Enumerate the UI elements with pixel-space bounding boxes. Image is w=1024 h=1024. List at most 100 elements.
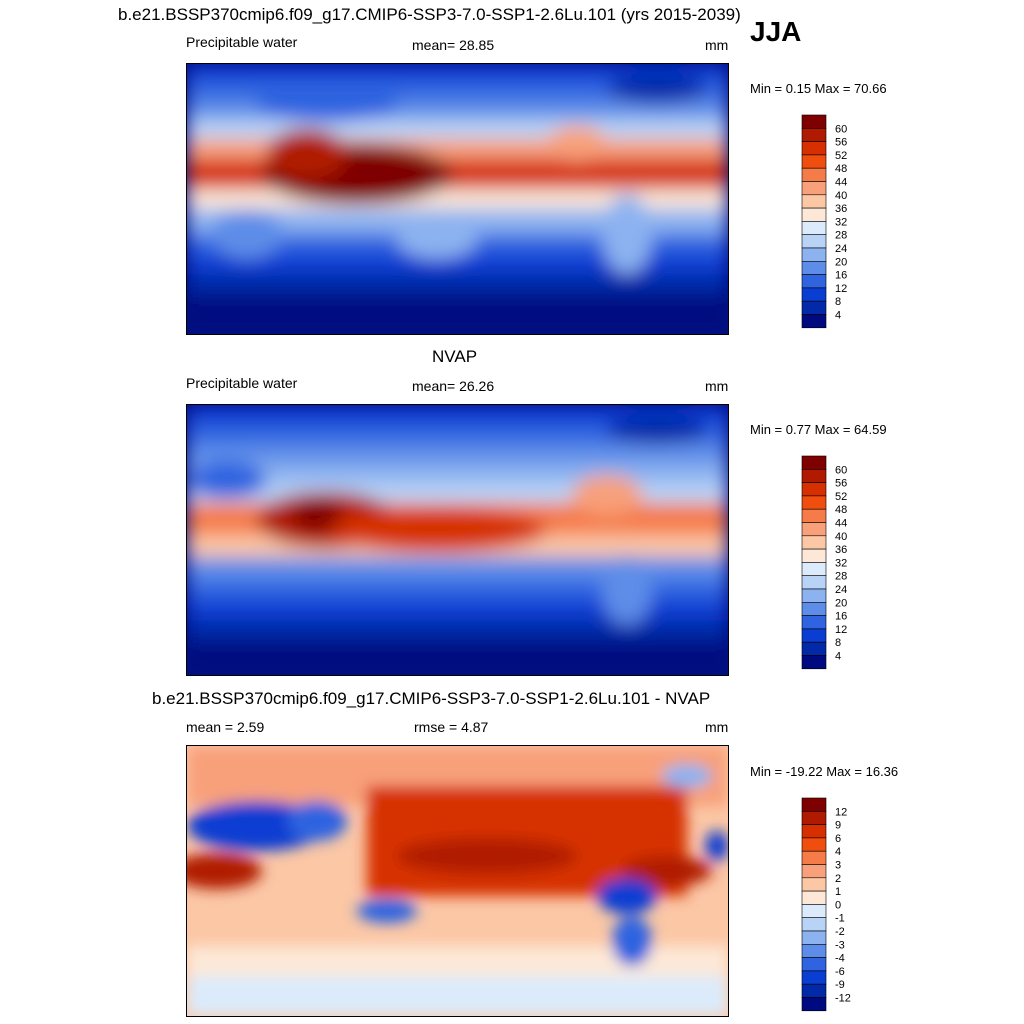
- colorbar-swatch: [801, 207, 827, 222]
- colorbar-tick-label: 16: [835, 611, 847, 623]
- colorbar-tick-label: 9: [835, 820, 841, 832]
- colorbar-tick-label: 4: [835, 651, 841, 663]
- colorbar-tick-label: 28: [835, 230, 847, 242]
- panel-mean-label: mean= 28.85: [412, 37, 495, 53]
- panel-minmax-label: Min = -19.22 Max = 16.36: [750, 764, 899, 779]
- panel-units-label: mm: [705, 719, 729, 735]
- panel-title: NVAP: [432, 347, 478, 366]
- precip-water-map-model: [186, 63, 729, 335]
- panel-units-label: mm: [705, 378, 729, 394]
- colorbar-swatch: [801, 508, 827, 523]
- colorbar-swatch: [801, 641, 827, 656]
- colorbar-tick-label: 8: [835, 637, 841, 649]
- colorbar-swatch: [801, 917, 827, 932]
- colorbar-swatch: [801, 797, 827, 812]
- colorbar-swatch: [801, 469, 827, 483]
- colorbar-tick-label: -9: [835, 979, 845, 991]
- colorbar-swatch: [801, 154, 827, 169]
- colorbar-swatch: [801, 904, 827, 919]
- colorbar-tick-label: 2: [835, 873, 841, 885]
- panel-title: b.e21.BSSP370cmip6.f09_g17.CMIP6-SSP3-7.…: [152, 689, 711, 708]
- colorbar-swatch: [801, 114, 827, 129]
- colorbar-swatch: [801, 811, 827, 825]
- panel-minmax-label: Min = 0.77 Max = 64.59: [750, 422, 887, 437]
- colorbar-difference: 12 9 6 4 3 2 1 0 -1 -2 -3 -4 -6 -9 -12: [801, 797, 862, 1013]
- colorbar-tick-label: 20: [835, 597, 847, 609]
- colorbar-swatch: [801, 930, 827, 945]
- colorbar-swatch: [801, 194, 827, 209]
- colorbar-swatch: [801, 562, 827, 577]
- colorbar-tick-label: 40: [835, 190, 847, 202]
- colorbar-tick-label: 8: [835, 296, 841, 308]
- colorbar-tick-label: 16: [835, 270, 847, 282]
- colorbar-swatch: [801, 287, 827, 302]
- colorbar-tick-label: 24: [835, 584, 847, 596]
- colorbar-tick-label: -4: [835, 953, 845, 965]
- colorbar-tick-label: 56: [835, 137, 847, 149]
- colorbar-swatch: [801, 877, 827, 892]
- colorbar-tick-label: 44: [835, 518, 847, 530]
- colorbar-swatch: [801, 575, 827, 590]
- colorbar-swatch: [801, 824, 827, 839]
- colorbar-swatch: [801, 314, 827, 329]
- panel-mean-label: mean = 2.59: [186, 719, 265, 735]
- colorbar-swatch: [801, 548, 827, 563]
- panel-left-label: Precipitable water: [186, 34, 298, 50]
- colorbar-tick-label: 52: [835, 491, 847, 503]
- colorbar-tick-label: -2: [835, 926, 845, 938]
- colorbar-swatch: [801, 535, 827, 550]
- colorbar-swatch: [801, 261, 827, 275]
- colorbar-tick-label: 36: [835, 544, 847, 556]
- colorbar-swatch: [801, 274, 827, 289]
- colorbar-tick-label: 48: [835, 504, 847, 516]
- colorbar-tick-label: 4: [835, 846, 841, 858]
- colorbar-swatch: [801, 850, 827, 865]
- colorbar-swatch: [801, 167, 827, 182]
- colorbar-tick-label: 1: [835, 886, 841, 898]
- colorbar-tick-label: -3: [835, 939, 845, 951]
- panel-mean-label: mean= 26.26: [412, 378, 495, 394]
- colorbar-tick-label: -12: [835, 993, 851, 1005]
- colorbar-swatch: [801, 837, 827, 852]
- colorbar-tick-label: 40: [835, 531, 847, 543]
- colorbar-swatch: [801, 588, 827, 603]
- colorbar-swatch: [801, 983, 827, 998]
- colorbar-tick-label: -6: [835, 966, 845, 978]
- colorbar-swatch: [801, 890, 827, 905]
- colorbar-tick-label: 60: [835, 464, 847, 476]
- colorbar-swatch: [801, 482, 827, 497]
- colorbar-swatch: [801, 141, 827, 156]
- colorbar-tick-label: 36: [835, 203, 847, 215]
- colorbar-tick-label: 28: [835, 571, 847, 583]
- colorbar-tick-label: 12: [835, 624, 847, 636]
- colorbar-tick-label: 48: [835, 163, 847, 175]
- colorbar-swatch: [801, 864, 827, 879]
- colorbar-swatch: [801, 602, 827, 616]
- colorbar-swatch: [801, 615, 827, 630]
- colorbar-swatch: [801, 655, 827, 670]
- colorbar-tick-label: 6: [835, 833, 841, 845]
- colorbar-swatch: [801, 234, 827, 249]
- panel-minmax-label: Min = 0.15 Max = 70.66: [750, 81, 887, 96]
- colorbar-swatch: [801, 128, 827, 142]
- figure-title: b.e21.BSSP370cmip6.f09_g17.CMIP6-SSP3-7.…: [118, 5, 741, 24]
- colorbar-swatch: [801, 221, 827, 236]
- colorbar-tick-label: 24: [835, 243, 847, 255]
- colorbar-tick-label: 12: [835, 806, 847, 818]
- colorbar-swatch: [801, 495, 827, 510]
- colorbar-tick-label: 20: [835, 256, 847, 268]
- colorbar-swatch: [801, 944, 827, 958]
- colorbar-swatch: [801, 455, 827, 470]
- precip-water-difference-map: [186, 745, 729, 1017]
- colorbar-tick-label: -1: [835, 913, 845, 925]
- panel-rmse-label: rmse = 4.87: [414, 719, 489, 735]
- colorbar-swatch: [801, 628, 827, 643]
- colorbar-tick-label: 4: [835, 310, 841, 322]
- precip-water-map-nvap: [186, 404, 729, 676]
- colorbar-tick-label: 32: [835, 557, 847, 569]
- panel-left-label: Precipitable water: [186, 375, 298, 391]
- colorbar-tick-label: 0: [835, 899, 841, 911]
- colorbar-tick-label: 52: [835, 150, 847, 162]
- colorbar-swatch: [801, 181, 827, 196]
- colorbar-tick-label: 32: [835, 216, 847, 228]
